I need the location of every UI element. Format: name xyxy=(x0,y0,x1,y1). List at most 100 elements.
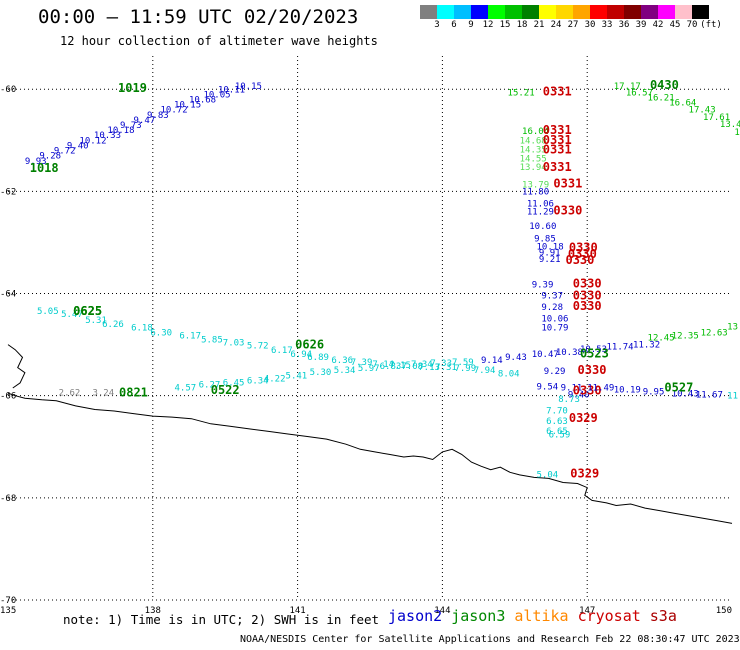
wave-height-label: 5.41 xyxy=(286,371,308,381)
colorbar-tick-label: 12 xyxy=(482,20,494,30)
pass-time-label: 0331 xyxy=(543,160,572,174)
wave-height-label: 17.17 xyxy=(614,82,641,92)
pass-time-label: 0331 xyxy=(553,176,582,190)
wave-height-label: 5.72 xyxy=(247,342,269,352)
pass-time-label: 0625 xyxy=(73,304,102,318)
wave-height-label: 6.34 xyxy=(247,376,269,386)
pass-time-label: 0330 xyxy=(573,384,602,398)
pass-time-label: 0625 xyxy=(73,304,102,318)
wave-height-label: 6.18 xyxy=(131,323,153,333)
wave-height-label: 9.47 xyxy=(133,116,155,126)
wave-height-label: 15.21 xyxy=(508,88,535,98)
wave-height-label: 11.67 xyxy=(696,391,723,401)
wave-height-label: 9.73 xyxy=(120,121,142,131)
pass-time-label: 0330 xyxy=(573,299,602,313)
lat-tick-label: -68 xyxy=(0,494,16,504)
colorbar-swatch xyxy=(437,5,454,19)
colorbar-tick-label: (ft) xyxy=(700,20,722,30)
colorbar-tick-label: 6 xyxy=(451,20,457,30)
lon-tick-label: 150 xyxy=(716,606,732,616)
lat-tick-label: -62 xyxy=(0,187,16,197)
wave-height-label: 9.40 xyxy=(568,391,590,401)
pass-time-label: 1019 xyxy=(118,81,147,95)
colorbar-tick-label: 70 xyxy=(686,20,698,30)
wave-height-label: 7.14 xyxy=(372,360,394,370)
wave-height-label: 8.04 xyxy=(498,369,520,379)
pass-time-label: 0821 xyxy=(119,386,148,400)
wave-height-label: 2.62 xyxy=(59,389,81,399)
wave-height-label: 7.99 xyxy=(454,364,476,374)
wave-height-label: 7.34 xyxy=(411,360,433,370)
colorbar-tick-label: 45 xyxy=(669,20,681,30)
wave-height-label: 10.38 xyxy=(556,348,583,358)
wave-height-label: 9.43 xyxy=(505,353,527,363)
wave-height-label: 6.65 xyxy=(546,427,568,437)
colorbar-tick-label: 30 xyxy=(584,20,596,30)
colorbar-swatch xyxy=(471,5,488,19)
pass-time-label: 0430 xyxy=(650,78,679,92)
wave-height-label: 10.05 xyxy=(203,90,230,100)
satellite-legend-item: jason3 xyxy=(451,607,506,625)
wave-height-label: 13.79 xyxy=(522,180,549,190)
page-title: 00:00 – 11:59 UTC 02/20/2023 xyxy=(38,6,359,28)
wave-height-label: 10.15 xyxy=(235,82,262,92)
wave-height-label: 16.21 xyxy=(648,93,675,103)
pass-time-label: 0527 xyxy=(664,381,693,395)
colorbar-swatch xyxy=(454,5,471,19)
colorbar-tick-label: 9 xyxy=(468,20,474,30)
pass-time-label: 0330 xyxy=(573,276,602,290)
wave-height-label: 14.35 xyxy=(520,146,547,156)
lat-tick-label: -70 xyxy=(0,596,16,606)
wave-height-label: 11.62 xyxy=(727,392,740,402)
wave-height-label: 9.95 xyxy=(643,388,665,398)
wave-height-label: 7.70 xyxy=(546,407,568,417)
wave-height-label: 5.05 xyxy=(37,307,59,317)
lon-tick-label: 135 xyxy=(0,606,16,616)
satellite-legend: jason2 jason3 altika cryosat s3a xyxy=(388,607,686,625)
wave-height-label: 10.18 xyxy=(537,243,564,253)
wave-height-label: 9.91 xyxy=(539,249,561,259)
wave-height-label: 7.08 xyxy=(401,362,423,372)
pass-time-label: 0330 xyxy=(553,203,582,217)
colorbar-tick-label: 42 xyxy=(652,20,664,30)
wave-height-label: 7.33 xyxy=(430,359,452,369)
colorbar-swatch xyxy=(573,5,590,19)
wave-height-label: 10.15 xyxy=(174,101,201,111)
pass-time-label: 0330 xyxy=(568,247,597,261)
wave-height-label: 7.13 xyxy=(418,363,440,373)
wave-height-label: 9.11 xyxy=(561,384,583,394)
wave-height-label: 9.54 xyxy=(537,383,559,393)
lat-tick-label: -64 xyxy=(0,290,16,300)
footnote: note: 1) Time is in UTC; 2) SWH is in fe… xyxy=(63,612,380,627)
colorbar-tick-label: 33 xyxy=(601,20,613,30)
colorbar-swatch xyxy=(675,5,692,19)
pass-time-label: 0330 xyxy=(573,289,602,303)
wave-height-label: 11.32 xyxy=(633,341,660,351)
wave-height-label: 6.45 xyxy=(223,378,245,388)
wave-height-label: 13.94 xyxy=(520,163,547,173)
pass-time-label: 0331 xyxy=(543,84,572,98)
wave-height-label: 13.15 xyxy=(727,322,740,332)
wave-height-label: 10.72 xyxy=(161,106,188,116)
wave-height-label: 10.06 xyxy=(541,315,568,325)
wave-height-label: 9.93 xyxy=(25,157,47,167)
wave-height-label: 8.73 xyxy=(558,395,580,405)
wave-height-label: 4.57 xyxy=(175,384,197,394)
colorbar-swatch xyxy=(522,5,539,19)
wave-height-label: 6.63 xyxy=(546,417,568,427)
wave-height-label: 4.22 xyxy=(264,374,286,384)
wave-height-label: 10.11 xyxy=(218,85,245,95)
colorbar-swatch xyxy=(590,5,607,19)
wave-height-label: 6.36 xyxy=(331,356,353,366)
colorbar-tick-label: 3 xyxy=(434,20,440,30)
colorbar-swatch xyxy=(505,5,522,19)
wave-height-label: 17.18 xyxy=(734,128,740,138)
wave-height-label: 5.34 xyxy=(334,366,356,376)
pass-time-label: 0331 xyxy=(543,143,572,157)
colorbar-swatch xyxy=(420,5,437,19)
wave-height-label: 9.83 xyxy=(147,111,169,121)
wave-height-label: 16.57 xyxy=(626,88,653,98)
wave-height-label: 10.47 xyxy=(532,350,559,360)
wave-height-label: 12.35 xyxy=(672,331,699,341)
wave-height-label: 9.28 xyxy=(39,152,61,162)
